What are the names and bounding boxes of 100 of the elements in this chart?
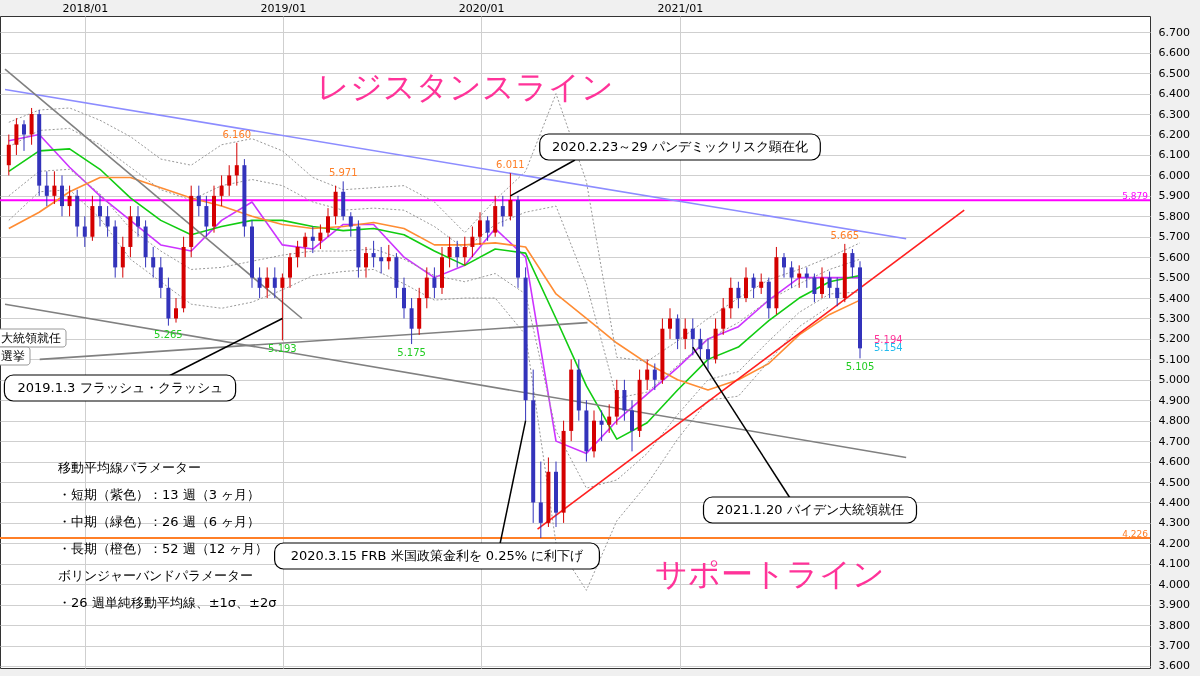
y-tick-label: 4.400 — [1158, 495, 1190, 509]
candlestick — [432, 266, 437, 299]
candlestick — [797, 264, 802, 289]
candlestick — [736, 281, 741, 309]
annotation: ・中期（緑色）：26 週（6 ヶ月） — [58, 514, 261, 529]
candlestick — [675, 313, 680, 350]
candlestick — [174, 297, 178, 324]
y-tick-label: 6.300 — [1158, 107, 1190, 121]
y-tick-label: 5.000 — [1158, 373, 1190, 387]
y-tick-label: 4.100 — [1158, 557, 1190, 571]
candlestick — [386, 244, 391, 270]
candlestick — [485, 215, 490, 242]
candlestick — [706, 338, 710, 371]
candlestick — [850, 248, 855, 279]
ref-line-label: 4.226 — [1122, 529, 1149, 540]
y-tick-label: 5.400 — [1158, 291, 1190, 305]
x-tick-label: 2021/01 — [657, 1, 704, 15]
candlestick — [371, 240, 376, 268]
ref-line-label: 5.879 — [1122, 191, 1149, 202]
annotation: ・短期（紫色）：13 週（3 ヶ月） — [58, 487, 261, 502]
candlestick — [759, 273, 764, 295]
annotation: 5.105 — [845, 361, 875, 373]
candlestick — [668, 307, 672, 340]
candlestick — [652, 362, 657, 391]
candlestick — [136, 205, 140, 238]
annotation: 6.011 — [496, 159, 525, 171]
y-tick-label: 4.600 — [1158, 455, 1190, 469]
y-tick-label: 5.300 — [1158, 312, 1190, 325]
candlestick — [622, 379, 627, 422]
candlestick — [158, 256, 163, 299]
annotation: 2020.3.15 FRB 米国政策金利を 0.25% に利下げ — [290, 548, 585, 563]
y-tick-label: 5.100 — [1158, 352, 1190, 366]
x-tick-label: 2019/01 — [260, 1, 307, 15]
candlestick — [44, 170, 49, 207]
y-tick-label: 6.400 — [1158, 87, 1190, 101]
candlestick — [789, 260, 794, 289]
candlestick — [812, 273, 817, 303]
y-tick-label: 4.500 — [1158, 475, 1190, 489]
candlestick — [272, 266, 277, 299]
y-tick-label: 5.700 — [1158, 230, 1190, 244]
candlestick — [402, 277, 406, 319]
candlestick — [782, 252, 786, 279]
candlestick — [303, 232, 308, 258]
y-tick-label: 3.800 — [1158, 618, 1190, 632]
candlestick — [310, 226, 315, 254]
candlestick — [234, 142, 239, 187]
candlestick — [744, 266, 748, 303]
annotation: 5.175 — [397, 347, 426, 359]
candlestick — [478, 211, 482, 246]
candlestick — [257, 266, 262, 299]
candlestick — [364, 246, 368, 279]
annotation: レジスタンスライン — [316, 68, 614, 106]
y-tick-label: 6.500 — [1158, 66, 1190, 80]
candlestick — [151, 246, 156, 279]
candlestick — [630, 399, 634, 452]
y-tick-label: 4.700 — [1158, 434, 1190, 448]
candlestick — [470, 226, 475, 258]
candlestick — [60, 174, 64, 217]
annotation: 選挙 — [1, 349, 25, 363]
y-tick-label: 5.900 — [1158, 189, 1190, 203]
candlestick — [67, 185, 72, 217]
candlestick — [447, 236, 452, 268]
annotation: 2021.1.20 バイデン大統領就任 — [716, 502, 904, 517]
candlestick — [607, 403, 612, 434]
y-tick-label: 6.700 — [1158, 25, 1190, 39]
candlestick — [120, 236, 125, 279]
candlestick — [288, 252, 292, 289]
candlestick — [348, 211, 353, 238]
candlestick — [827, 270, 832, 299]
candlestick — [219, 174, 224, 207]
candlestick — [835, 277, 840, 307]
annotation: サポートライン — [655, 555, 885, 593]
y-tick-label: 6.200 — [1158, 128, 1190, 142]
candlestick — [645, 358, 650, 391]
candlestick — [379, 246, 384, 275]
y-tick-label: 4.200 — [1158, 536, 1190, 550]
annotation: 6.160 — [222, 128, 252, 140]
candlestick — [462, 236, 467, 266]
y-tick-label: 4.000 — [1158, 577, 1190, 591]
annotation: 2019.1.3 フラッシュ・クラッシュ — [17, 380, 223, 395]
candlestick — [683, 318, 688, 350]
y-tick-label: 6.600 — [1158, 46, 1190, 60]
candlestick — [690, 318, 695, 356]
y-tick-label: 4.800 — [1158, 414, 1190, 428]
candlestick — [500, 195, 505, 228]
candlestick — [29, 107, 34, 146]
annotation: 5.265 — [154, 328, 183, 340]
candlestick — [82, 215, 87, 248]
candlestick — [538, 461, 543, 539]
annotation: ・26 週単純移動平均線、±1σ、±2σ — [58, 595, 277, 610]
y-tick-label: 6.000 — [1158, 168, 1190, 182]
annotation: 5.665 — [830, 229, 860, 241]
candlestick — [728, 277, 733, 319]
candlestick — [455, 240, 460, 268]
y-tick-label: 5.200 — [1158, 332, 1190, 346]
candlestick — [409, 297, 414, 345]
annotation: ・長期（橙色）：52 週（12 ヶ月） — [58, 541, 269, 556]
y-tick-label: 6.100 — [1158, 148, 1190, 162]
x-tick-label: 2020/01 — [458, 1, 505, 15]
candlestick — [204, 195, 209, 238]
